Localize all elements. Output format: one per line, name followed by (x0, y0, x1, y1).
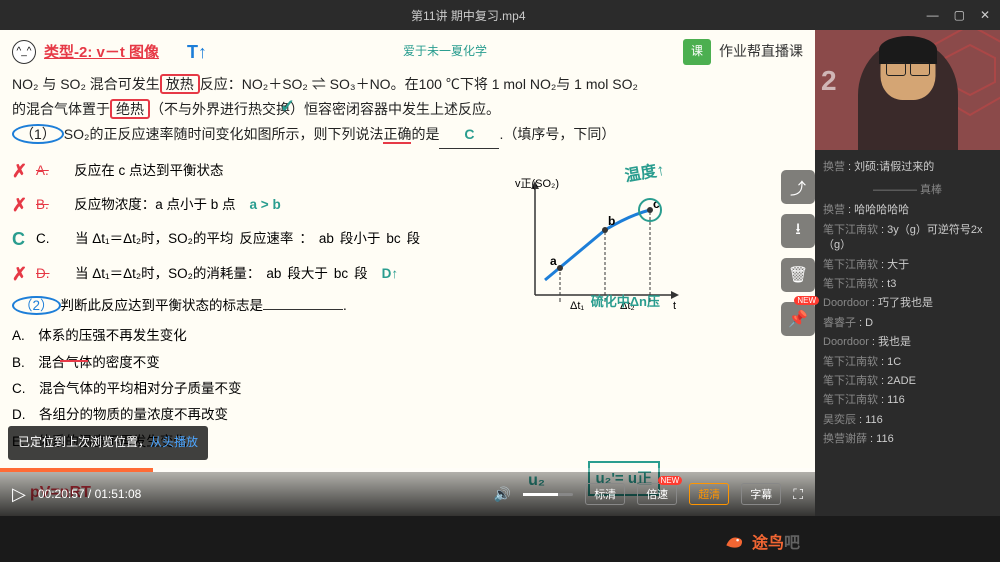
window-controls: — ▢ ✕ (927, 8, 990, 22)
svg-text:a: a (550, 254, 557, 268)
side-panel: 2 换营 : 刘硕:请假过来的———— 真棒换营 : 哈哈哈哈哈笔下江南软 : … (815, 30, 1000, 516)
window-titlebar: 第11讲 期中复习.mp4 — ▢ ✕ (0, 0, 1000, 30)
adiabatic-box: 绝热 (110, 99, 150, 119)
play-from-start-link[interactable]: 从头播放 (150, 435, 198, 449)
player-controls: ▷ 00:20:57 / 01:51:08 🔊 标清 倍速NEW 超清 字幕 ⛶ (0, 472, 815, 516)
check-icon: C (12, 223, 30, 255)
delete-button[interactable]: 🗑 (781, 258, 815, 292)
volume-icon[interactable]: 🔊 (494, 486, 511, 503)
answer-blank-1: C (439, 122, 499, 148)
quality-std-button[interactable]: 标清 (585, 483, 625, 505)
chat-message: 昊奕辰 : 116 (823, 413, 992, 428)
watermark: 途鸟吧 (722, 528, 800, 554)
chat-message: Doordoor : 我也是 (823, 335, 992, 350)
glasses-icon (886, 62, 930, 74)
exothermic-box: 放热 (160, 74, 200, 94)
problem-type-label: 类型-2: v－t 图像 (44, 39, 159, 66)
new-badge: NEW (658, 476, 683, 485)
fullscreen-button[interactable]: ⛶ (793, 486, 803, 503)
chat-message: 笔下江南软 : 3y（g）可逆符号2x（g） (823, 223, 992, 254)
strike-icon: ✗ (12, 155, 30, 187)
chat-message: 笔下江南软 : 1C (823, 355, 992, 370)
minimize-button[interactable]: — (927, 8, 939, 22)
mascot-icon: ^_^ (12, 40, 36, 64)
close-button[interactable]: ✕ (980, 8, 990, 22)
video-viewport[interactable]: ^_^ 类型-2: v－t 图像 T↑ 爱于未一夏化学 课 作业帮直播课 NO₂… (0, 30, 815, 516)
chat-message: 换营 : 刘硕:请假过来的 (823, 160, 992, 175)
temperature-annotation: T↑ (187, 36, 207, 68)
chat-message: 笔下江南软 : 大于 (823, 258, 992, 273)
volume-slider[interactable] (523, 493, 573, 496)
chat-message: 笔下江南软 : 2ADE (823, 374, 992, 389)
download-button[interactable]: ⭳ (781, 214, 815, 248)
strike-icon: ✗ (12, 189, 30, 221)
speed-button[interactable]: 倍速NEW (637, 483, 677, 505)
brand-name: 作业帮直播课 (719, 39, 803, 64)
chat-message: 笔下江南软 : t3 (823, 277, 992, 292)
svg-text:Δt₁: Δt₁ (570, 300, 584, 312)
bird-logo-icon (722, 528, 748, 554)
play-pause-button[interactable]: ▷ (12, 484, 26, 505)
teacher-hair (879, 36, 937, 64)
svg-text:b: b (608, 214, 615, 228)
brand-badge: 课 (683, 39, 711, 65)
floating-toolbar: ⤴ ⭳ 🗑 📌NEW (781, 170, 815, 336)
love-chemistry-text: 爱于未一夏化学 (403, 41, 487, 63)
new-badge: NEW (794, 296, 819, 305)
chat-message: 换营谢薛 : 116 (823, 432, 992, 447)
year-text: 2 (821, 65, 837, 97)
pin-button[interactable]: 📌NEW (781, 302, 815, 336)
chat-panel[interactable]: 换营 : 刘硕:请假过来的———— 真棒换营 : 哈哈哈哈哈笔下江南软 : 3y… (815, 150, 1000, 516)
chat-message: 睿睿子 : D (823, 316, 992, 331)
resume-toast: 已定位到上次浏览位置，从头播放 (8, 426, 208, 460)
slide-content: ^_^ 类型-2: v－t 图像 T↑ 爱于未一夏化学 课 作业帮直播课 NO₂… (0, 30, 815, 516)
strike-icon: ✗ (12, 258, 30, 290)
time-display: 00:20:57 / 01:51:08 (38, 487, 141, 501)
chat-message: Doordoor : 巧了我也是 (823, 296, 992, 311)
teacher-webcam: 2 (815, 30, 1000, 150)
chart-xlabel: t (673, 300, 676, 312)
quality-hd-button[interactable]: 超清 (689, 483, 729, 505)
rate-time-chart: v正(SO₂) t a b c Δt₁ Δt₂ (515, 175, 685, 315)
problem-statement: NO₂ 与 SO₂ 混合可发生放热反应：NO₂＋SO₂ ⇌ SO₃＋NO。在10… (12, 72, 803, 149)
note-d: D↑ (382, 262, 399, 286)
video-title: 第11讲 期中复习.mp4 (10, 7, 927, 24)
share-button[interactable]: ⤴ (781, 170, 815, 204)
note-a-gt-b: a > b (250, 193, 281, 217)
chart-ylabel: v正(SO₂) (515, 178, 559, 190)
chat-message: 换营 : 哈哈哈哈哈 (823, 203, 992, 218)
maximize-button[interactable]: ▢ (954, 8, 965, 22)
svg-text:Δt₂: Δt₂ (620, 300, 635, 312)
chat-message: 笔下江南软 : 116 (823, 393, 992, 408)
subtitle-button[interactable]: 字幕 (741, 483, 781, 505)
